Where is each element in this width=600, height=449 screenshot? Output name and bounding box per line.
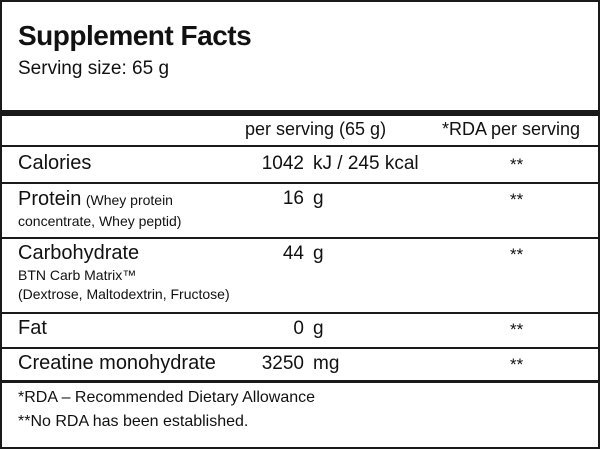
rule: [2, 312, 598, 314]
rda: **: [510, 190, 524, 209]
amount: 0: [293, 318, 304, 339]
amount: 44: [282, 243, 304, 264]
unit: g: [313, 188, 324, 209]
unit: kJ / 245 kcal: [313, 153, 419, 174]
amount: 3250: [261, 353, 304, 374]
thick-rule: [2, 380, 598, 383]
nutrient-note: (Whey protein concentrate, Whey peptid): [18, 192, 182, 229]
rda: **: [510, 355, 524, 374]
rule: [2, 182, 598, 184]
nutrient-name: Carbohydrate: [18, 242, 140, 264]
serving-size: Serving size: 65 g: [18, 58, 170, 79]
nutrient-name: Protein: [18, 188, 82, 210]
unit: g: [313, 243, 324, 264]
rule: [2, 145, 598, 147]
nutrient-name: Creatine monohydrate: [18, 352, 216, 374]
rda: **: [510, 155, 524, 174]
rda: **: [510, 320, 524, 339]
unit: g: [313, 318, 324, 339]
thick-rule: [2, 110, 598, 116]
row-label: Protein (Whey protein concentrate, Whey …: [18, 189, 218, 232]
unit: mg: [313, 353, 340, 374]
amount: 16: [282, 188, 304, 209]
nutrient-note: (Dextrose, Maltodextrin, Fructose): [18, 286, 230, 302]
rule: [2, 237, 598, 239]
column-header: per serving (65 g): [245, 119, 387, 139]
column-header: *RDA per serving: [442, 119, 581, 139]
footnote: **No RDA has been established.: [18, 413, 249, 430]
nutrient-note: BTN Carb Matrix™: [18, 267, 137, 283]
nutrient-name: Fat: [18, 317, 47, 339]
rda: **: [510, 245, 524, 264]
amount: 1042: [261, 153, 304, 174]
rule: [2, 347, 598, 349]
footnote: *RDA – Recommended Dietary Allowance: [18, 389, 316, 406]
title: Supplement Facts: [18, 20, 252, 51]
nutrient-name: Calories: [18, 152, 92, 174]
